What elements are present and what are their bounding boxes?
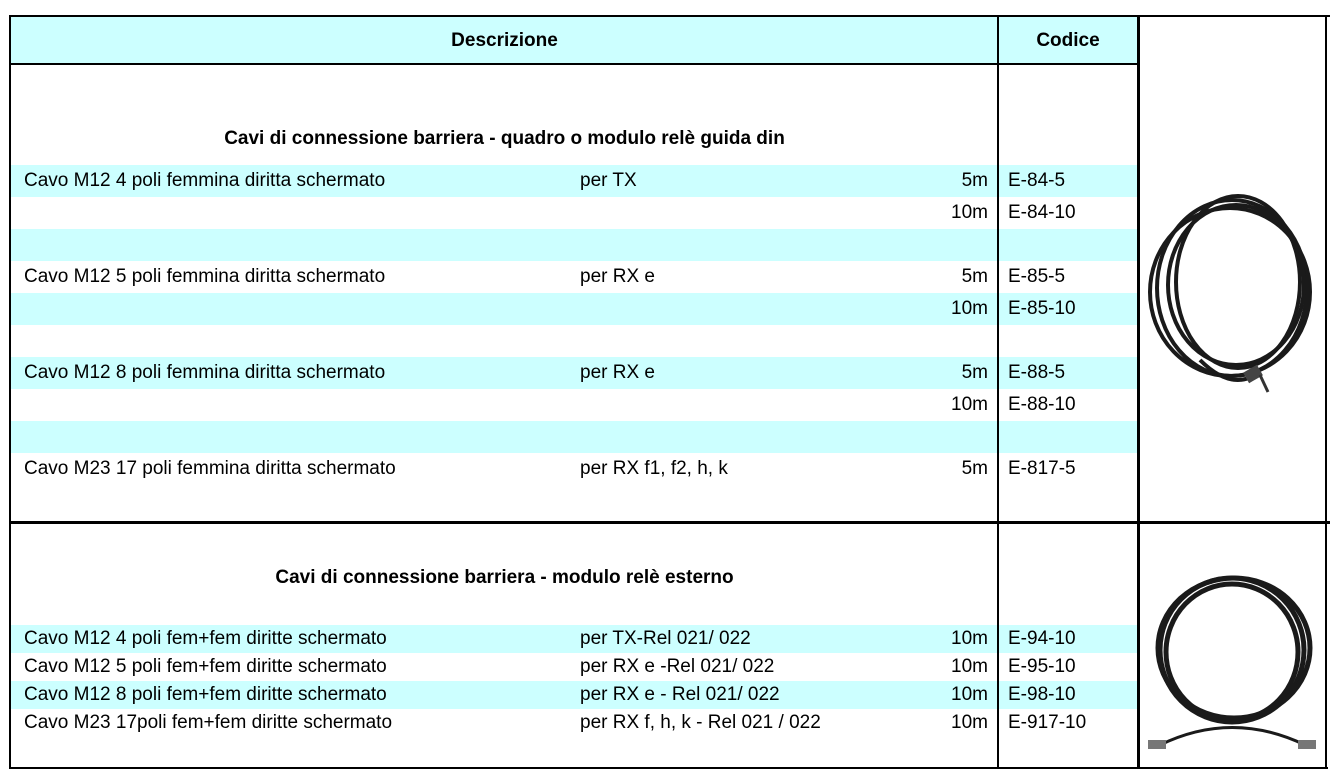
border: [997, 15, 999, 769]
use: per TX: [580, 170, 637, 191]
header-cell: Codice: [1036, 30, 1100, 51]
row-fill: [11, 165, 1138, 197]
code: E-98-10: [1008, 684, 1076, 705]
row-fill: [11, 681, 1138, 709]
use: per RX e -Rel 021/ 022: [580, 656, 775, 677]
description: Cavo M23 17poli fem+fem diritte schermat…: [24, 712, 393, 733]
row-fill: [11, 229, 1138, 261]
section-title: Cavi di connessione barriera - quadro o …: [224, 128, 785, 149]
length: 10m: [951, 712, 988, 733]
use: per RX e: [580, 266, 655, 287]
code: E-88-10: [1008, 394, 1076, 415]
use: per RX f1, f2, h, k: [580, 458, 728, 479]
row-fill: [11, 421, 1138, 453]
code: E-95-10: [1008, 656, 1076, 677]
use: per TX-Rel 021/ 022: [580, 628, 751, 649]
border: [10, 63, 1138, 65]
length: 10m: [951, 656, 988, 677]
length: 5m: [961, 362, 988, 383]
use: per RX e: [580, 362, 655, 383]
border: [10, 15, 1330, 17]
code: E-84-10: [1008, 202, 1076, 223]
length: 10m: [951, 394, 988, 415]
header-fill: [11, 17, 1138, 64]
border: [10, 767, 1328, 769]
cable-image: [1148, 575, 1316, 749]
length: 10m: [951, 202, 988, 223]
description: Cavo M23 17 poli femmina diritta scherma…: [24, 458, 396, 479]
section-title: Cavi di connessione barriera - modulo re…: [275, 567, 734, 588]
code: E-85-10: [1008, 298, 1076, 319]
description: Cavo M12 5 poli femmina diritta schermat…: [24, 266, 386, 287]
border: [10, 521, 1330, 524]
length: 5m: [961, 458, 988, 479]
code: E-88-5: [1008, 362, 1066, 383]
description: Cavo M12 8 poli fem+fem diritte schermat…: [24, 684, 387, 705]
description: Cavo M12 4 poli femmina diritta schermat…: [24, 170, 386, 191]
border: [9, 15, 11, 769]
length: 10m: [951, 684, 988, 705]
use: per RX e - Rel 021/ 022: [580, 684, 780, 705]
header-cell: Descrizione: [451, 30, 558, 51]
row-fill: [11, 357, 1138, 389]
length: 5m: [961, 170, 988, 191]
border: [1137, 15, 1140, 769]
description: Cavo M12 4 poli fem+fem diritte schermat…: [24, 628, 387, 649]
code: E-917-10: [1008, 712, 1087, 733]
code: E-94-10: [1008, 628, 1076, 649]
border: [1325, 15, 1327, 769]
code: E-84-5: [1008, 170, 1066, 191]
description: Cavo M12 5 poli fem+fem diritte schermat…: [24, 656, 387, 677]
row-fill: [11, 293, 1138, 325]
length: 10m: [951, 628, 988, 649]
row-fill: [11, 625, 1138, 653]
use: per RX f, h, k - Rel 021 / 022: [580, 712, 821, 733]
description: Cavo M12 8 poli femmina diritta schermat…: [24, 362, 386, 383]
code: E-85-5: [1008, 266, 1066, 287]
cable-image: [1148, 194, 1312, 393]
length: 5m: [961, 266, 988, 287]
code: E-817-5: [1008, 458, 1076, 479]
length: 10m: [951, 298, 988, 319]
